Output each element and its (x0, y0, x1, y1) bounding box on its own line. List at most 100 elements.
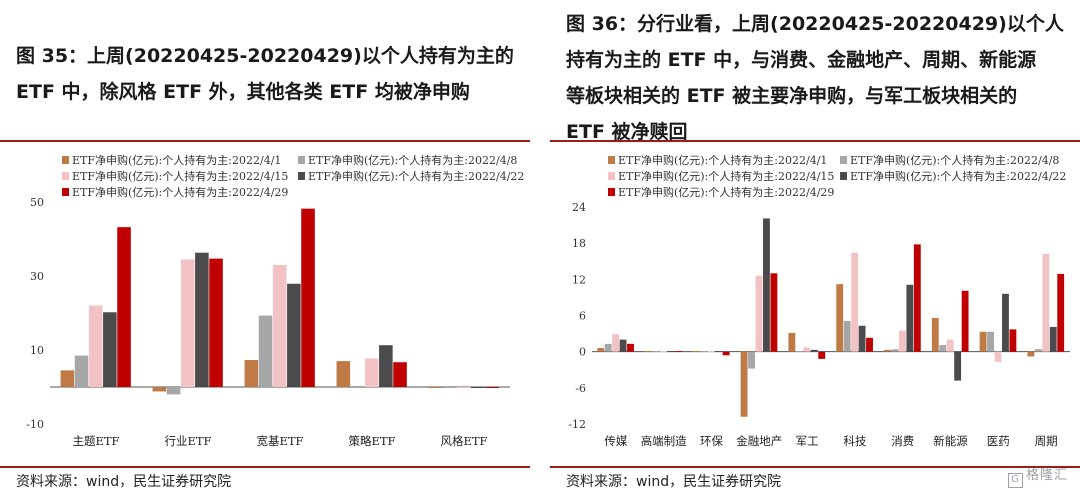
right-category-label-4: 金融地产 (736, 434, 782, 448)
left-bar-2-4 (195, 252, 209, 387)
right-title-line: 等板块相关的 ETF 被主要净申购，与军工板块相关的 (566, 85, 1018, 107)
right-bar-2-3 (659, 351, 667, 353)
left-ytick-label: 10 (30, 344, 44, 357)
right-bar-8-4 (954, 351, 962, 381)
right-bar-8-1 (931, 317, 939, 352)
right-bar-3-3 (707, 351, 715, 353)
left-ytick-label: -10 (26, 418, 44, 431)
left-bar-3-5 (301, 208, 315, 387)
left-panel: 图 35：上周(20220425-20220429)以个人持有为主的 ETF 中… (0, 0, 530, 494)
right-bar-1-3 (612, 334, 620, 352)
right-bar-6-5 (866, 337, 873, 352)
right-legend-label-5: ETF净申购(亿元):个人持有为主:2022/4/29 (618, 185, 834, 199)
right-bar-7-5 (913, 244, 921, 352)
left-ytick-label: 30 (30, 270, 44, 283)
right-bar-5-4 (810, 349, 818, 352)
right-source: 资料来源：wind，民生证券研究院 (566, 474, 782, 490)
left-bar-3-4 (287, 283, 301, 387)
right-bar-4-1 (740, 351, 748, 417)
right-ytick-label: 18 (572, 237, 586, 250)
right-category-label-9: 医药 (987, 434, 1010, 448)
right-bar-6-4 (858, 325, 866, 352)
left-bar-1-1 (60, 370, 75, 387)
left-chart: ETF净申购(亿元):个人持有为主:2022/4/1 ETF净申购(亿元):个人持… (26, 153, 524, 448)
left-bar-1-4 (103, 312, 117, 387)
right-bar-10-5 (1057, 273, 1065, 352)
right-ytick-label: 12 (572, 273, 586, 286)
right-legend-label-1: ETF净申购(亿元):个人持有为主:2022/4/1 (618, 153, 827, 167)
right-bar-7-3 (898, 330, 906, 352)
left-category-label-1: 主题ETF (72, 434, 119, 448)
left-bar-2-2 (166, 387, 181, 395)
right-top-rule (550, 140, 1080, 142)
right-bar-3-4 (715, 351, 723, 353)
right-bar-4-2 (748, 351, 755, 369)
right-category-label-10: 周期 (1035, 434, 1058, 448)
right-category-label-3: 环保 (700, 434, 723, 448)
right-bar-7-1 (884, 349, 891, 352)
right-bar-7-4 (906, 284, 914, 352)
left-legend-swatch-3 (62, 172, 69, 180)
right-bar-8-5 (961, 290, 969, 352)
right-bar-10-3 (1042, 254, 1050, 352)
right-bar-2-5 (674, 351, 682, 353)
right-legend-swatch-4 (840, 172, 847, 180)
right-bar-2-4 (667, 351, 675, 353)
left-legend-swatch-4 (298, 172, 305, 180)
right-bar-6-3 (851, 252, 859, 352)
right-bar-9-4 (1002, 293, 1009, 352)
right-ytick-label: 0 (579, 346, 586, 359)
right-bar-8-2 (939, 345, 947, 352)
right-bar-1-2 (604, 343, 612, 352)
right-bar-5-3 (803, 347, 811, 352)
right-category-label-7: 消费 (891, 434, 914, 448)
right-category-label-6: 科技 (843, 434, 866, 448)
right-ytick-label: -12 (568, 418, 586, 431)
right-bar-4-4 (763, 218, 770, 352)
watermark-logo-icon: G (1007, 473, 1023, 488)
left-bar-4-5 (393, 362, 407, 387)
right-bar-9-1 (979, 331, 987, 352)
left-bar-2-5 (209, 258, 223, 387)
left-ytick-label: 50 (30, 196, 44, 209)
left-bar-3-2 (258, 315, 273, 387)
left-bar-3-3 (272, 264, 287, 387)
left-legend-swatch-5 (62, 188, 69, 196)
left-bar-1-2 (74, 355, 89, 387)
left-category-label-4: 策略ETF (348, 434, 395, 448)
right-bar-9-2 (987, 331, 994, 352)
left-bar-5-5 (485, 387, 499, 388)
right-category-label-1: 传媒 (604, 434, 627, 448)
right-bar-1-1 (597, 348, 605, 352)
right-category-label-5: 军工 (796, 434, 819, 448)
right-bar-4-5 (770, 273, 778, 352)
right-bar-6-2 (843, 320, 851, 352)
right-bar-3-2 (700, 351, 708, 353)
right-ytick-label: -6 (575, 382, 586, 395)
left-bar-3-1 (244, 359, 259, 387)
left-legend-swatch-1 (62, 156, 69, 164)
right-bar-3-1 (692, 351, 700, 353)
right-bar-4-3 (755, 275, 763, 352)
right-bar-5-5 (818, 351, 826, 359)
right-title-line: 持有为主的 ETF 中，与消费、金融地产、周期、新能源 (566, 49, 1037, 71)
right-bar-1-5 (627, 343, 634, 352)
left-bar-5-2 (442, 387, 457, 388)
left-category-label-3: 宽基ETF (256, 434, 303, 448)
right-category-label-2: 高端制造 (641, 434, 687, 448)
right-bar-9-5 (1009, 329, 1017, 352)
left-bar-5-4 (471, 387, 485, 388)
right-bar-8-3 (946, 339, 954, 352)
right-panel: 图 36：分行业看，上周(20220425-20220429)以个人 持有为主的… (550, 0, 1080, 494)
left-category-label-2: 行业ETF (164, 434, 211, 448)
right-bar-5-1 (788, 332, 796, 352)
left-legend-label-4: ETF净申购(亿元):个人持有为主:2022/4/22 (308, 169, 524, 183)
right-bar-9-3 (994, 351, 1002, 362)
left-title-line: 图 35：上周(20220425-20220429)以个人持有为主的 (16, 45, 514, 67)
right-bar-2-2 (652, 351, 660, 353)
left-bar-4-4 (379, 345, 393, 387)
right-title-line: ETF 被净赎回 (566, 121, 688, 143)
left-bar-4-2 (350, 387, 365, 388)
left-top-rule (0, 140, 530, 142)
left-legend-label-1: ETF净申购(亿元):个人持有为主:2022/4/1 (72, 153, 281, 167)
